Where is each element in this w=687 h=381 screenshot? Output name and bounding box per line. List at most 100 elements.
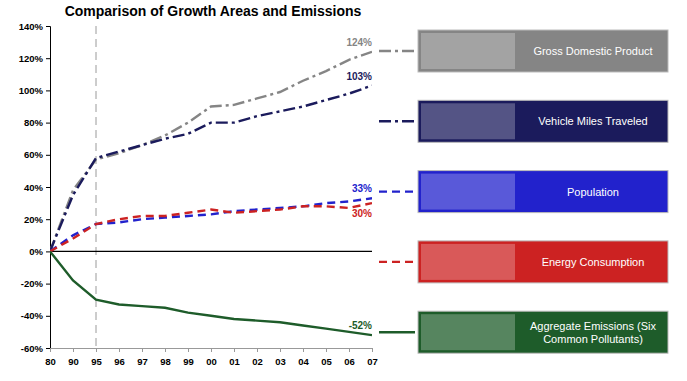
y-tick-mark [46, 123, 50, 124]
x-tick-label: 03 [275, 356, 286, 367]
data-label: 30% [352, 208, 372, 219]
x-tick: 95 [91, 348, 102, 367]
x-tick-label: 05 [321, 356, 332, 367]
x-tick: 00 [206, 348, 217, 367]
x-tick-mark [96, 348, 97, 352]
legend-picture [421, 244, 515, 280]
x-tick-label: 00 [206, 356, 217, 367]
legend-box [418, 311, 668, 353]
y-tick-mark [46, 58, 50, 59]
legend-swatch [379, 190, 415, 192]
x-tick-mark [280, 348, 281, 352]
legend-picture [421, 174, 515, 210]
chart: Comparison of Growth Areas and Emissions… [0, 0, 687, 381]
y-tick-mark [46, 219, 50, 220]
legend-label: Vehicle Miles Traveled [538, 115, 647, 127]
y-axis: -60% -40% -20% 0% 20% 40% 60% 80% 100% 120% 140% [19, 21, 51, 354]
x-tick: 03 [275, 348, 286, 367]
y-tick-label: 100% [19, 85, 44, 96]
legend-picture [421, 103, 515, 139]
legend-label: Gross Domestic Product [533, 45, 652, 57]
x-axis-line [51, 349, 373, 353]
x-tick-mark [257, 348, 258, 352]
y-tick-label: 80% [24, 117, 44, 128]
x-tick-mark [372, 348, 373, 352]
x-tick-mark [165, 348, 166, 352]
legend-swatch [379, 120, 415, 122]
x-tick: 04 [298, 348, 309, 367]
x-tick: 02 [252, 348, 263, 367]
legend-item: Gross Domestic Product [379, 30, 668, 72]
x-tick-mark [119, 348, 120, 352]
x-tick-mark [73, 348, 74, 352]
legend-box [418, 30, 668, 72]
y-tick-mark [46, 316, 50, 317]
legend-swatch [379, 261, 415, 263]
series-line [50, 203, 372, 251]
x-tick-mark [303, 348, 304, 352]
x-tick-label: 95 [91, 356, 102, 367]
x-tick-label: 97 [137, 356, 148, 367]
data-label: 103% [346, 71, 372, 82]
y-tick: 100% [19, 85, 50, 96]
x-tick-mark [188, 348, 189, 352]
y-tick: -20% [21, 278, 50, 289]
x-tick-label: 80 [45, 356, 56, 367]
series-line [50, 251, 372, 335]
y-tick-label: 120% [19, 53, 44, 64]
y-tick-label: 40% [24, 182, 44, 193]
x-tick: 07 [367, 348, 378, 367]
x-tick-mark [142, 348, 143, 352]
y-tick: -40% [21, 310, 50, 321]
x-tick-mark [50, 348, 51, 352]
y-tick-mark [46, 251, 50, 252]
y-axis-line [46, 27, 51, 349]
data-label: 33% [352, 183, 372, 194]
y-tick-mark [46, 348, 50, 349]
legend-swatch [379, 50, 415, 52]
y-tick: 80% [24, 117, 50, 128]
y-tick: 0% [29, 246, 50, 257]
x-tick-label: 99 [183, 356, 194, 367]
x-tick: 05 [321, 348, 332, 367]
legend-label: Aggregate Emissions (SixCommon Pollutant… [530, 320, 656, 345]
legend-picture [421, 314, 515, 350]
x-tick-label: 02 [252, 356, 263, 367]
x-tick-label: 04 [298, 356, 309, 367]
x-tick-label: 96 [114, 356, 125, 367]
y-tick: 20% [24, 214, 50, 225]
y-tick-label: -20% [21, 278, 44, 289]
x-tick-label: 01 [229, 356, 240, 367]
plot-lines [50, 52, 372, 335]
data-label: -52% [349, 320, 372, 331]
series-line [50, 198, 372, 251]
legend-box [418, 241, 668, 283]
legend-box [418, 171, 668, 213]
y-tick-mark [46, 26, 50, 27]
zero-line [50, 251, 372, 252]
legend: Gross Domestic Product Vehicle Miles Trav… [379, 30, 668, 353]
x-tick-label: 06 [344, 356, 355, 367]
legend-box [418, 100, 668, 142]
x-tick-mark [326, 348, 327, 352]
legend-label: Population [567, 186, 619, 198]
x-tick-mark [211, 348, 212, 352]
y-tick-label: -60% [21, 343, 44, 354]
x-tick: 99 [183, 348, 194, 367]
x-tick: 97 [137, 348, 148, 367]
x-tick-mark [234, 348, 235, 352]
y-tick-label: -40% [21, 310, 44, 321]
y-tick-label: 20% [24, 214, 44, 225]
chart-title: Comparison of Growth Areas and Emissions [65, 3, 362, 19]
x-tick: 90 [68, 348, 79, 367]
x-tick-mark [349, 348, 350, 352]
legend-picture [421, 33, 515, 69]
y-tick: 140% [19, 21, 50, 32]
x-tick-label: 98 [160, 356, 171, 367]
series-line [50, 52, 372, 252]
y-tick-label: 60% [24, 149, 44, 160]
y-tick-label: 0% [29, 246, 43, 257]
y-tick-mark [46, 187, 50, 188]
series-line [50, 86, 372, 252]
x-tick: 96 [114, 348, 125, 367]
